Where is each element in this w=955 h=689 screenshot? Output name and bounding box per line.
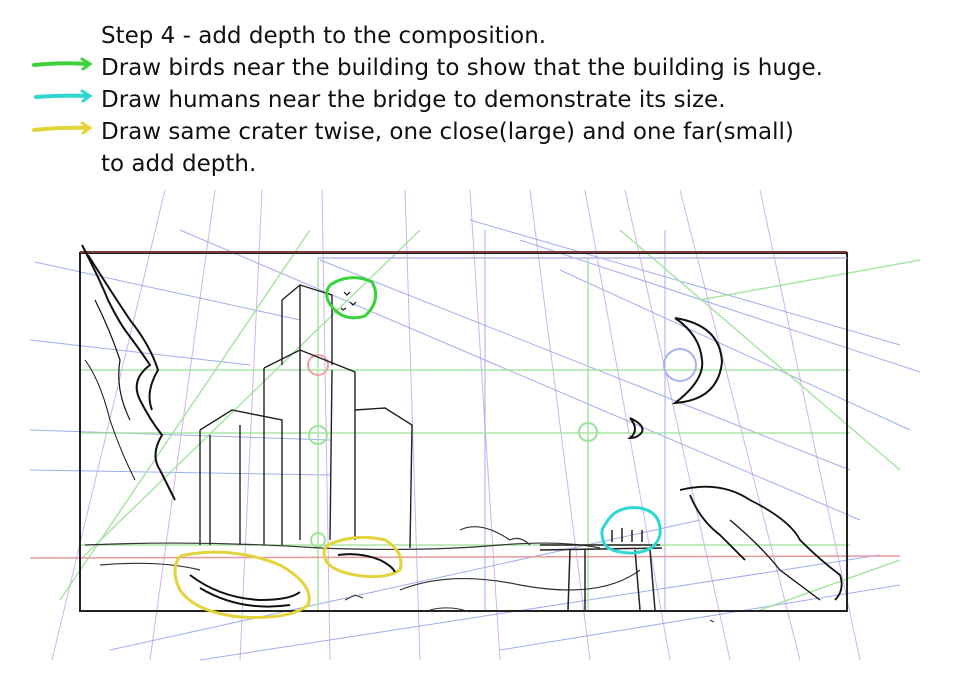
ground-sketch	[84, 526, 641, 591]
green-arrow-icon	[32, 57, 93, 71]
vanishing-point-markers	[307, 348, 697, 548]
instruction-notes: Step 4 - add depth to the composition. D…	[0, 0, 955, 190]
birds-highlight	[325, 276, 378, 320]
left-cliff-sketch	[81, 244, 176, 501]
foreground-marks	[344, 594, 715, 623]
building-sketch	[199, 284, 413, 549]
composition-frame	[79, 251, 848, 612]
moon-sketch	[627, 317, 724, 440]
cyan-arrow-icon	[34, 89, 93, 103]
blue-perspective-guides	[29, 219, 921, 661]
note-birds: Draw birds near the building to show tha…	[101, 55, 823, 81]
green-perspective-guides	[59, 229, 921, 611]
step-title: Step 4 - add depth to the composition.	[101, 23, 547, 49]
bridge-sketch	[539, 544, 663, 611]
horizon-line	[29, 555, 901, 559]
humans-highlight	[600, 506, 662, 555]
purple-perspective-guides	[51, 189, 861, 661]
note-humans: Draw humans near the bridge to demonstra…	[101, 87, 726, 113]
note-crater: Draw same crater twise, one close(large)…	[101, 119, 794, 145]
crater-sketch	[189, 553, 396, 608]
yellow-arrow-icon	[32, 121, 93, 135]
crater-highlights	[173, 535, 403, 619]
right-rock-sketch	[679, 485, 843, 601]
note-crater-continued: to add depth.	[101, 151, 257, 177]
